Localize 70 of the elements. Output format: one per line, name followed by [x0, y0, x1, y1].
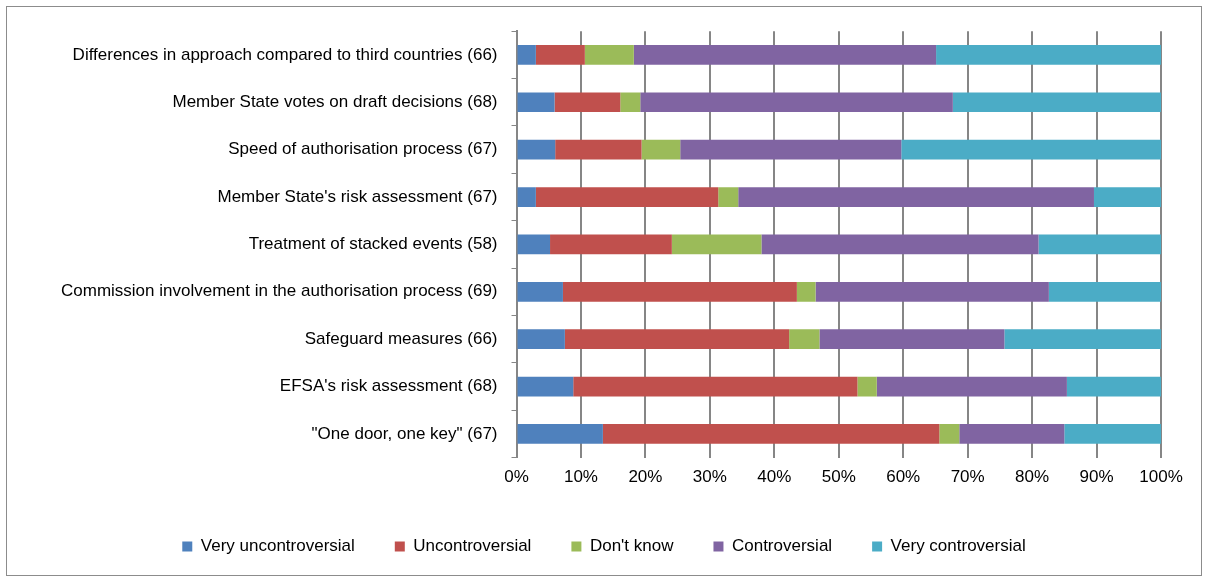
x-tick-label: 70%: [950, 467, 985, 487]
bar: [517, 234, 551, 255]
bar: [876, 376, 1067, 397]
bar: [620, 92, 641, 113]
bar: [819, 329, 1005, 350]
bar: [936, 45, 1161, 65]
bar: [959, 424, 1065, 444]
bar: [1093, 187, 1161, 207]
bar: [517, 376, 574, 397]
x-tick-label: 10%: [563, 467, 598, 487]
bar: [564, 329, 790, 350]
bar: [584, 45, 634, 65]
x-tick-label: 50%: [821, 467, 856, 487]
bar: [815, 281, 1049, 302]
legend-label: Don't know: [589, 536, 675, 556]
bar: [517, 187, 536, 207]
bar: [796, 281, 816, 302]
legend-label: Very controversial: [890, 536, 1026, 556]
bar: [602, 424, 940, 444]
y-tick-label: Speed of authorisation process (67): [228, 139, 498, 159]
bar: [1066, 376, 1161, 397]
x-tick-label: 40%: [757, 467, 792, 487]
bar: [1038, 234, 1161, 255]
x-tick-label: 60%: [886, 467, 921, 487]
x-tick-label: 100%: [1139, 467, 1183, 487]
bar: [535, 45, 585, 65]
bar: [550, 234, 672, 255]
legend-label: Very uncontroversial: [200, 536, 355, 556]
x-tick-label: 80%: [1015, 467, 1050, 487]
x-tick-label: 90%: [1079, 467, 1114, 487]
legend-label: Controversial: [731, 536, 833, 556]
bar: [901, 139, 1161, 160]
y-tick-label: Safeguard measures (66): [304, 328, 498, 348]
y-tick-label: EFSA's risk assessment (68): [279, 376, 498, 396]
bar: [517, 424, 603, 444]
legend-label: Uncontroversial: [413, 536, 532, 556]
bar: [517, 139, 556, 160]
bar: [535, 187, 719, 207]
bar: [517, 329, 565, 350]
bar: [641, 139, 681, 160]
bar: [633, 45, 937, 65]
x-tick-label: 20%: [628, 467, 663, 487]
bar: [857, 376, 877, 397]
x-tick-label: 30%: [692, 467, 727, 487]
bar: [517, 281, 563, 302]
bar: [562, 281, 797, 302]
bar: [517, 92, 555, 113]
x-tick-label: 0%: [504, 467, 529, 487]
bar: [573, 376, 858, 397]
y-tick-label: Member State votes on draft decisions (68): [172, 91, 498, 111]
y-tick-label: Member State's risk assessment (67): [217, 186, 498, 206]
y-tick-label: Treatment of stacked events (58): [248, 234, 498, 254]
y-tick-label: Commission involvement in the authorisation process (69): [61, 281, 498, 301]
bar: [939, 424, 960, 444]
bar: [554, 92, 621, 113]
bar: [1064, 424, 1161, 444]
bar: [671, 234, 762, 255]
bar: [517, 45, 536, 65]
bar: [555, 139, 642, 160]
bar: [680, 139, 902, 160]
bar: [761, 234, 1039, 255]
bar: [1048, 281, 1161, 302]
bar: [640, 92, 953, 113]
y-tick-label: "One door, one key" (67): [311, 423, 498, 443]
bar: [738, 187, 1094, 207]
y-tick-label: Differences in approach compared to third countries (66): [72, 44, 498, 64]
bar: [1004, 329, 1161, 350]
bar: [789, 329, 820, 350]
bar: [718, 187, 739, 207]
bar: [952, 92, 1161, 113]
